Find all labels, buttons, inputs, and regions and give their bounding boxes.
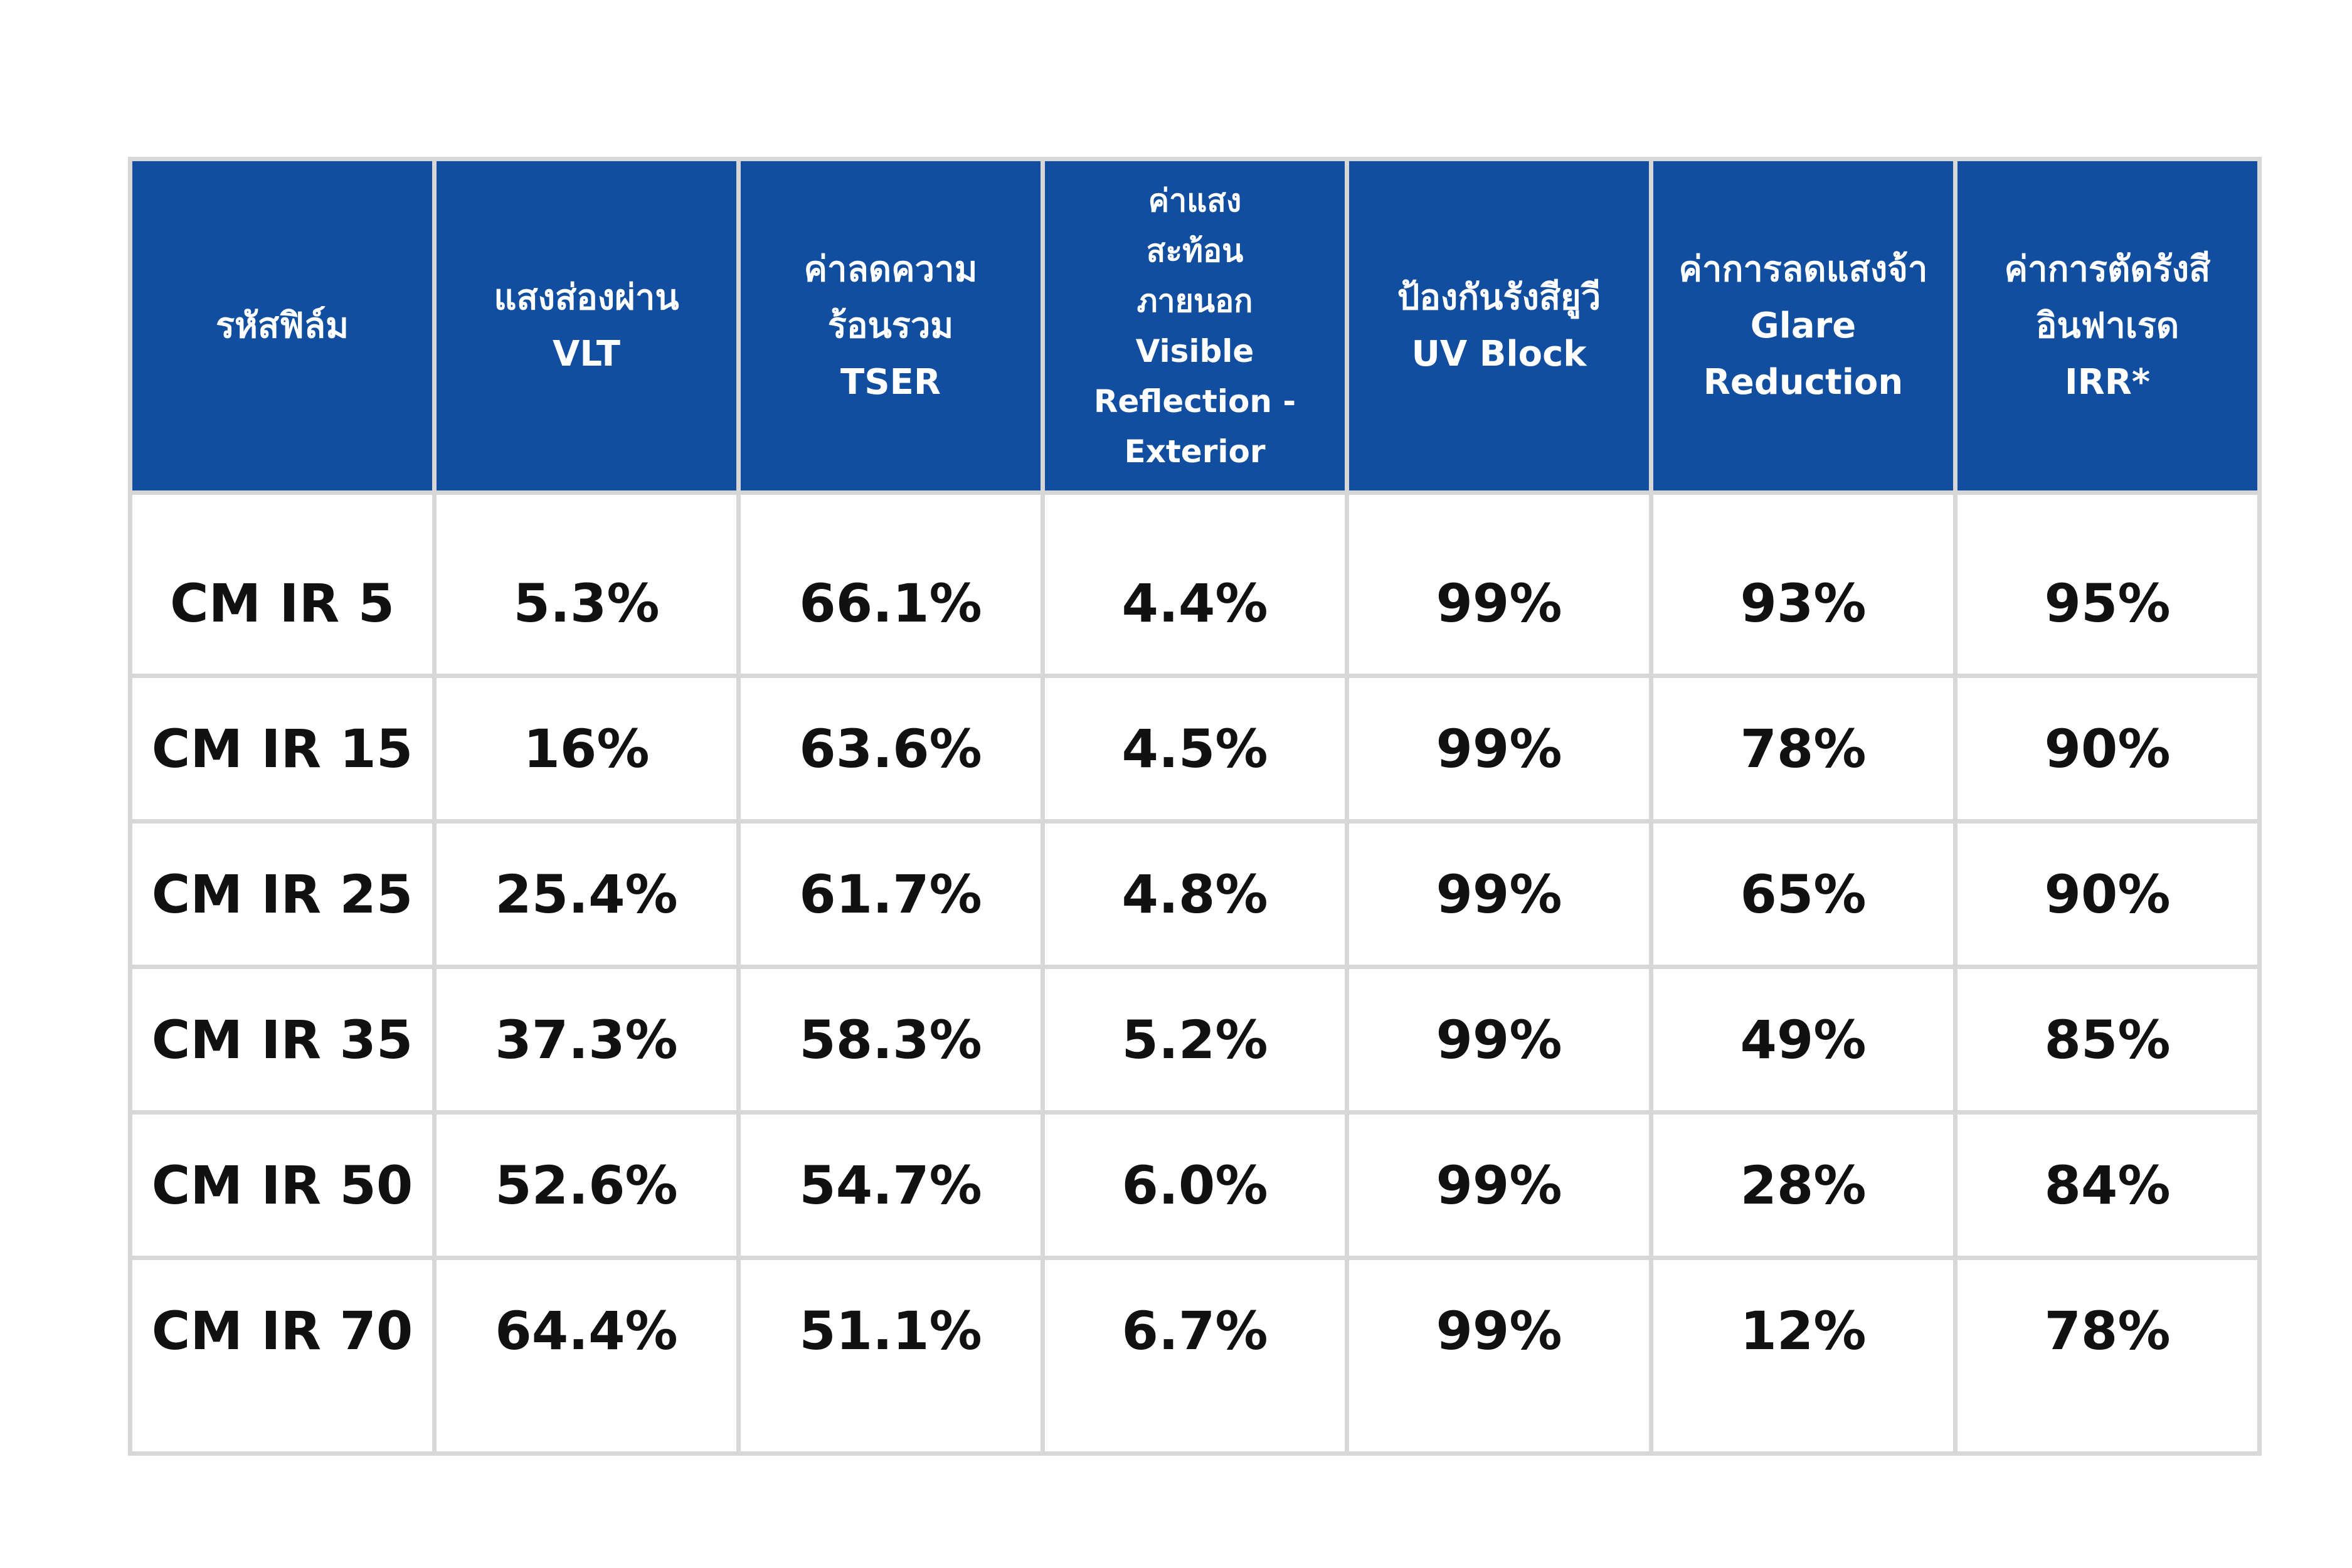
cell-uv-block: 99% <box>1345 674 1653 824</box>
cell-irr: 84% <box>1953 1110 2262 1260</box>
cell-uv-block: 99% <box>1345 819 1653 969</box>
table-row: CM IR 70 64.4% 51.1% 6.7% 99% 12% 78% <box>128 1256 2262 1456</box>
cell-film-code: CM IR 35 <box>128 965 437 1115</box>
cell-irr: 90% <box>1953 674 2262 824</box>
table-row: CM IR 35 37.3% 58.3% 5.2% 99% 49% 85% <box>128 965 2262 1115</box>
cell-film-code: CM IR 70 <box>128 1256 437 1456</box>
cell-uv-block: 99% <box>1345 1110 1653 1260</box>
table-header: รหัสฟิล์ม แสงส่องผ่าน VLT ค่าลดความ ร้อน… <box>128 157 2262 495</box>
cell-tser: 66.1% <box>736 490 1045 678</box>
header-glare-reduction: ค่าการลดแสงจ้า Glare Reduction <box>1649 157 1957 495</box>
cell-vlt: 64.4% <box>432 1256 741 1456</box>
cell-tser: 58.3% <box>736 965 1045 1115</box>
cell-tser: 63.6% <box>736 674 1045 824</box>
cell-irr: 85% <box>1953 965 2262 1115</box>
cell-film-code: CM IR 15 <box>128 674 437 824</box>
cell-vlt: 52.6% <box>432 1110 741 1260</box>
cell-visible-reflection: 5.2% <box>1041 965 1349 1115</box>
header-vlt: แสงส่องผ่าน VLT <box>432 157 741 495</box>
table-row: CM IR 15 16% 63.6% 4.5% 99% 78% 90% <box>128 674 2262 824</box>
cell-uv-block: 99% <box>1345 965 1653 1115</box>
cell-glare-reduction: 49% <box>1649 965 1957 1115</box>
cell-visible-reflection: 4.8% <box>1041 819 1349 969</box>
header-row: รหัสฟิล์ม แสงส่องผ่าน VLT ค่าลดความ ร้อน… <box>128 157 2262 495</box>
cell-film-code: CM IR 25 <box>128 819 437 969</box>
film-spec-table: รหัสฟิล์ม แสงส่องผ่าน VLT ค่าลดความ ร้อน… <box>128 157 2262 1456</box>
header-irr: ค่าการตัดรังสี อินฟาเรด IRR* <box>1953 157 2262 495</box>
cell-vlt: 25.4% <box>432 819 741 969</box>
header-tser: ค่าลดความ ร้อนรวม TSER <box>736 157 1045 495</box>
cell-tser: 54.7% <box>736 1110 1045 1260</box>
header-visible-reflection: ค่าแสง สะท้อน ภายนอก Visible Reflection … <box>1041 157 1349 495</box>
cell-tser: 61.7% <box>736 819 1045 969</box>
cell-visible-reflection: 6.0% <box>1041 1110 1349 1260</box>
cell-irr: 95% <box>1953 490 2262 678</box>
table-row: CM IR 25 25.4% 61.7% 4.8% 99% 65% 90% <box>128 819 2262 969</box>
table-body: CM IR 5 5.3% 66.1% 4.4% 99% 93% 95% CM I… <box>128 490 2262 1456</box>
cell-uv-block: 99% <box>1345 1256 1653 1456</box>
cell-uv-block: 99% <box>1345 490 1653 678</box>
table-row: CM IR 5 5.3% 66.1% 4.4% 99% 93% 95% <box>128 490 2262 678</box>
header-uv-block: ป้องกันรังสียูวี UV Block <box>1345 157 1653 495</box>
cell-film-code: CM IR 50 <box>128 1110 437 1260</box>
cell-visible-reflection: 6.7% <box>1041 1256 1349 1456</box>
cell-glare-reduction: 93% <box>1649 490 1957 678</box>
cell-film-code: CM IR 5 <box>128 490 437 678</box>
cell-irr: 78% <box>1953 1256 2262 1456</box>
cell-glare-reduction: 78% <box>1649 674 1957 824</box>
cell-visible-reflection: 4.5% <box>1041 674 1349 824</box>
cell-vlt: 5.3% <box>432 490 741 678</box>
cell-irr: 90% <box>1953 819 2262 969</box>
header-film-code: รหัสฟิล์ม <box>128 157 437 495</box>
cell-vlt: 37.3% <box>432 965 741 1115</box>
cell-vlt: 16% <box>432 674 741 824</box>
cell-visible-reflection: 4.4% <box>1041 490 1349 678</box>
cell-glare-reduction: 12% <box>1649 1256 1957 1456</box>
cell-glare-reduction: 65% <box>1649 819 1957 969</box>
table-row: CM IR 50 52.6% 54.7% 6.0% 99% 28% 84% <box>128 1110 2262 1260</box>
cell-glare-reduction: 28% <box>1649 1110 1957 1260</box>
cell-tser: 51.1% <box>736 1256 1045 1456</box>
